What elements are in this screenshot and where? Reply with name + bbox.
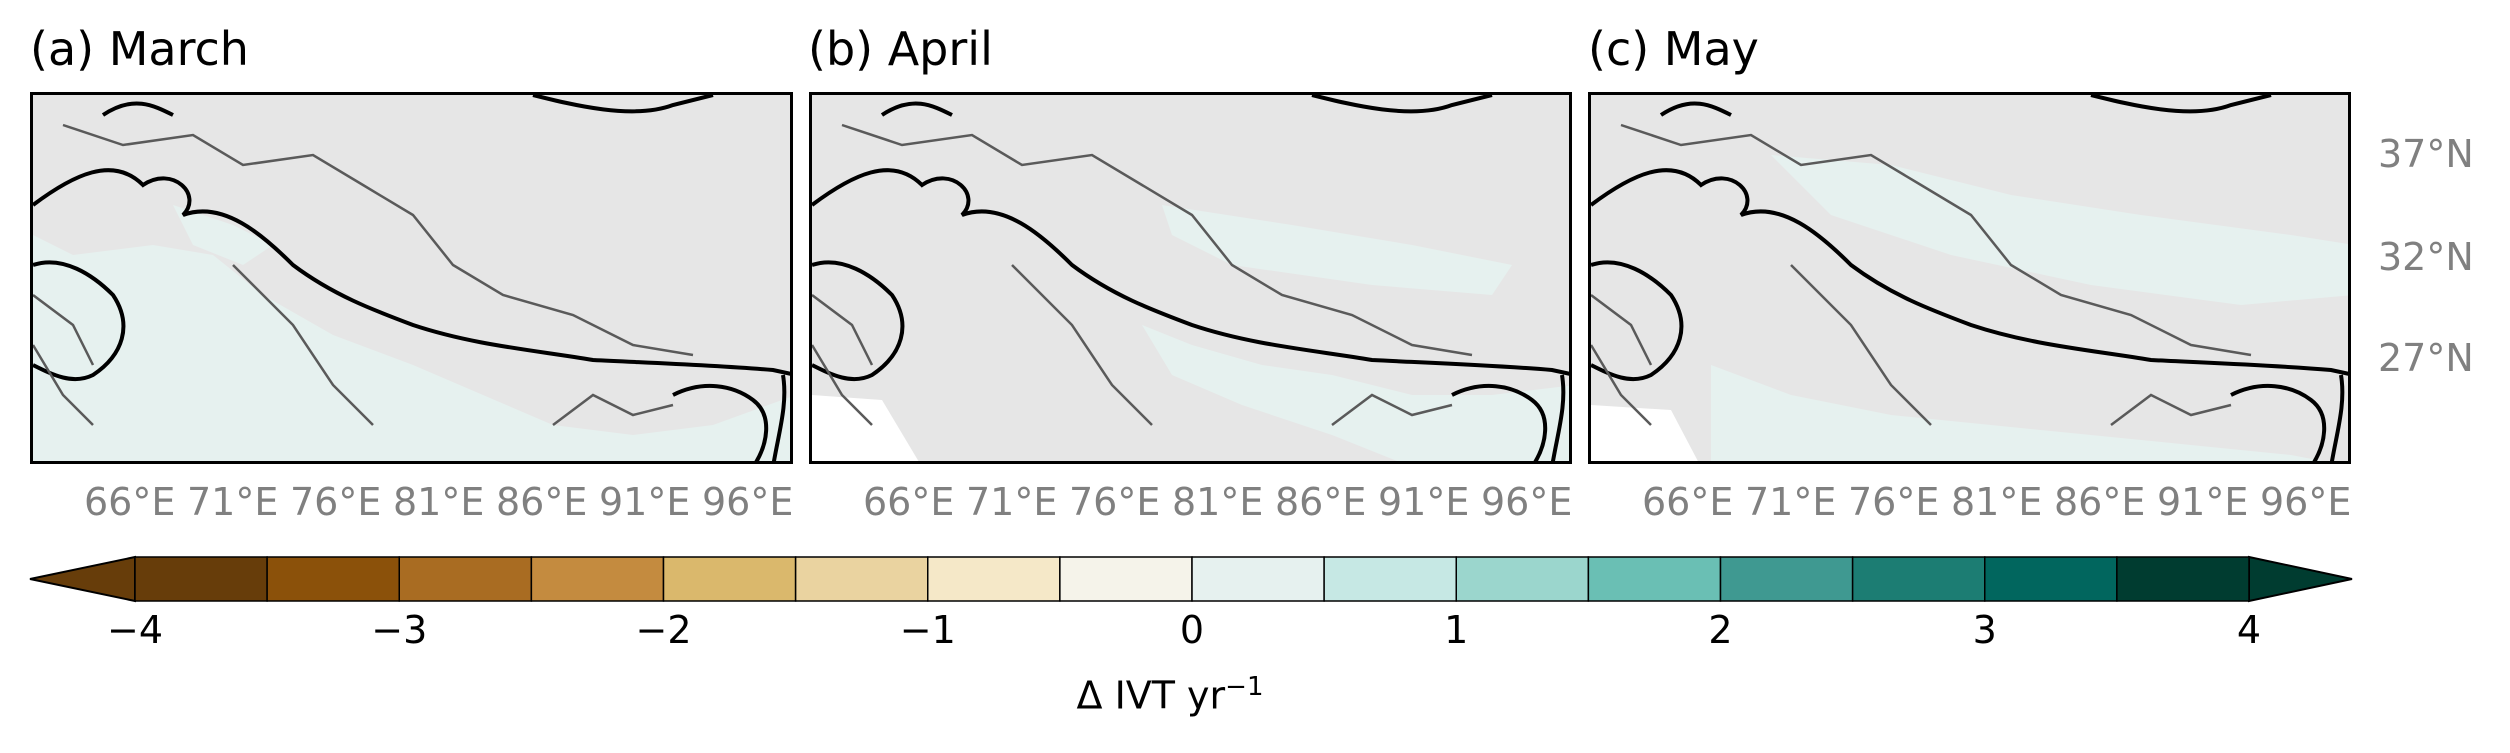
lon-tick-label: 76°E: [290, 480, 382, 524]
colorbar-extend-high: [2248, 555, 2353, 603]
panel-title-march: (a) March: [30, 22, 249, 76]
colorbar-label: Δ IVT yr−1: [1076, 672, 1263, 718]
lat-tick-37n: 37°N: [2378, 132, 2474, 176]
teal-region-april: [1142, 325, 1569, 461]
colorbar-segment: [1719, 556, 1854, 602]
lon-tick-label: 81°E: [393, 480, 485, 524]
coastline-north-may: [1659, 95, 2272, 117]
teal-patch-march: [173, 205, 273, 265]
teal-region-march: [33, 235, 790, 461]
colorbar-segment: [1851, 556, 1986, 602]
coastline-north-april: [880, 95, 1493, 117]
colorbar-segment: [927, 556, 1061, 602]
lon-tick-label: 91°E: [599, 480, 691, 524]
teal-patch-april: [1162, 205, 1512, 295]
colorbar-segment: [398, 556, 533, 602]
lon-tick-label: 96°E: [702, 480, 794, 524]
colorbar-segment: [1587, 556, 1722, 602]
coastline-west-may: [1591, 260, 1684, 382]
lon-tick-label: 86°E: [1275, 480, 1367, 524]
lon-tick-label: 91°E: [1378, 480, 1470, 524]
lon-tick-label: 76°E: [1848, 480, 1940, 524]
lat-tick-27n: 27°N: [2378, 336, 2474, 380]
colorbar-segment: [134, 556, 268, 602]
panel-title-april: (b) April: [808, 22, 993, 76]
coastline-april: [812, 168, 1569, 376]
lon-tick-label: 86°E: [496, 480, 588, 524]
lon-tick-label: 76°E: [1069, 480, 1161, 524]
colorbar-segment: [1984, 556, 2118, 602]
colorbar-extend-low: [29, 555, 136, 603]
lon-tick-label: 96°E: [1481, 480, 1573, 524]
lon-tick-label: 96°E: [2260, 480, 2352, 524]
colorbar-label-main: Δ IVT yr: [1076, 673, 1226, 718]
lon-tick-label: 66°E: [1642, 480, 1734, 524]
colorbar-segment: [266, 556, 400, 602]
coastline-march: [33, 168, 790, 376]
teal-region-may: [1711, 365, 2323, 461]
colorbar-segment: [1323, 556, 1457, 602]
lon-tick-label: 91°E: [2157, 480, 2249, 524]
coastline-east-april: [1451, 374, 1566, 461]
coastline-north-march: [101, 95, 714, 117]
lon-tick-label: 86°E: [2054, 480, 2146, 524]
colorbar-segment: [1455, 556, 1590, 602]
map-panel-may: [1588, 92, 2351, 464]
colorbar-segment: [794, 556, 929, 602]
missing-region-april: [812, 395, 919, 461]
lon-tick-label: 66°E: [84, 480, 176, 524]
panel-title-may: (c) May: [1588, 22, 1759, 76]
colorbar-segment: [1191, 556, 1325, 602]
colorbar-tick-label: −4: [106, 608, 164, 652]
map-svg-april: [812, 95, 1569, 461]
colorbar-segment: [662, 556, 797, 602]
colorbar-tick-label: −3: [371, 608, 428, 652]
borders-march: [33, 123, 694, 426]
lon-tick-label: 81°E: [1172, 480, 1264, 524]
map-svg-march: [33, 95, 790, 461]
map-panel-march: [30, 92, 793, 464]
coastline-east-may: [2230, 374, 2345, 461]
borders-may: [1591, 123, 2252, 426]
colorbar-label-exponent: −1: [1225, 672, 1264, 702]
missing-region-may: [1591, 405, 1698, 461]
colorbar-tick-label: 4: [2236, 608, 2262, 652]
lon-tick-label: 66°E: [863, 480, 955, 524]
lon-tick-label: 71°E: [1745, 480, 1837, 524]
colorbar-segment: [1059, 556, 1193, 602]
coastline-west-april: [812, 260, 905, 382]
teal-patch-may: [1771, 155, 2348, 305]
colorbar-tick-label: 3: [1972, 608, 1997, 652]
lon-tick-label: 71°E: [187, 480, 279, 524]
colorbar-segment: [530, 556, 665, 602]
lon-tick-label: 81°E: [1951, 480, 2043, 524]
colorbar-tick-label: −2: [635, 608, 692, 652]
lat-tick-32n: 32°N: [2378, 235, 2474, 279]
colorbar-tick-label: −1: [899, 608, 956, 652]
borders-april: [812, 123, 1473, 426]
colorbar: [29, 555, 2353, 603]
coastline-may: [1591, 168, 2348, 376]
map-svg-may: [1591, 95, 2348, 461]
colorbar-tick-label: 2: [1708, 608, 1733, 652]
coastline-east-march: [672, 374, 787, 461]
lon-tick-label: 71°E: [966, 480, 1058, 524]
coastline-west-march: [33, 260, 126, 382]
map-panel-april: [809, 92, 1572, 464]
colorbar-tick-label: 0: [1179, 608, 1205, 652]
colorbar-segment: [2116, 556, 2250, 602]
colorbar-tick-label: 1: [1444, 608, 1469, 652]
